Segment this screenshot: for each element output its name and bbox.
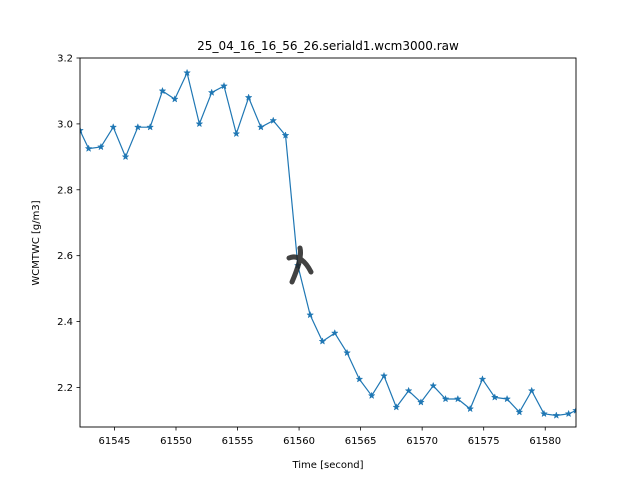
x-tick-label: 61550 (160, 436, 192, 447)
y-tick-label: 3.0 (57, 119, 73, 130)
data-point (392, 403, 401, 411)
data-point (466, 404, 475, 413)
mouse-cursor-icon (286, 245, 314, 285)
y-axis-label: WCMTWC [g/m3] (31, 200, 42, 285)
data-point (80, 126, 84, 134)
x-axis-label: Time [second] (291, 460, 363, 471)
data-point (429, 381, 438, 390)
data-point (343, 348, 352, 357)
data-point (269, 116, 278, 124)
data-point (503, 394, 512, 403)
y-tick-label: 3.2 (57, 54, 73, 65)
data-point (380, 371, 388, 380)
data-point (441, 394, 450, 403)
x-tick-label: 61575 (468, 436, 500, 447)
data-point (416, 398, 425, 406)
data-point (158, 86, 167, 95)
y-tick-label: 2.8 (57, 185, 73, 196)
x-tick-label: 61565 (345, 436, 377, 447)
data-point (195, 119, 204, 128)
data-point (572, 406, 576, 414)
x-tick-label: 61580 (529, 436, 561, 447)
y-tick-label: 2.6 (57, 251, 73, 262)
data-point (490, 393, 499, 401)
chart-title: 25_04_16_16_56_26.seriald1.wcm3000.raw (197, 39, 459, 53)
data-point (207, 88, 216, 96)
data-point (170, 95, 179, 103)
data-point (318, 337, 327, 345)
y-tick-label: 2.2 (57, 383, 73, 394)
data-point (330, 328, 339, 337)
data-point (256, 123, 265, 131)
data-point (478, 375, 487, 383)
data-point (84, 144, 93, 152)
data-point (404, 386, 413, 395)
data-point (527, 386, 536, 395)
data-point (564, 409, 573, 418)
data-point (552, 411, 561, 419)
data-point (244, 93, 253, 101)
data-point (355, 375, 364, 383)
data-point (232, 129, 241, 138)
data-point (183, 68, 192, 77)
data-point (281, 131, 290, 139)
data-point (121, 152, 130, 161)
data-point (306, 310, 315, 319)
data-point (109, 123, 118, 131)
x-tick-label: 61560 (283, 436, 315, 447)
x-tick-label: 61570 (406, 436, 438, 447)
data-point (133, 123, 142, 131)
x-tick-label: 61545 (99, 436, 131, 447)
data-point (453, 394, 462, 403)
x-axis-ticks: 61545 61550 61555 61560 61565 61570 61575 61580 (99, 427, 561, 447)
y-tick-label: 2.4 (57, 317, 73, 328)
data-point (515, 408, 524, 416)
data-point (367, 391, 376, 400)
plot-area (80, 68, 576, 419)
axes-frame (79, 57, 577, 428)
data-point (96, 142, 105, 151)
y-axis-ticks: 2.2 2.4 2.6 2.8 3.0 3.2 (57, 54, 80, 394)
series-line (80, 72, 576, 417)
data-point (540, 409, 548, 418)
data-point (146, 123, 155, 131)
data-point (220, 81, 228, 90)
x-tick-label: 61555 (222, 436, 254, 447)
